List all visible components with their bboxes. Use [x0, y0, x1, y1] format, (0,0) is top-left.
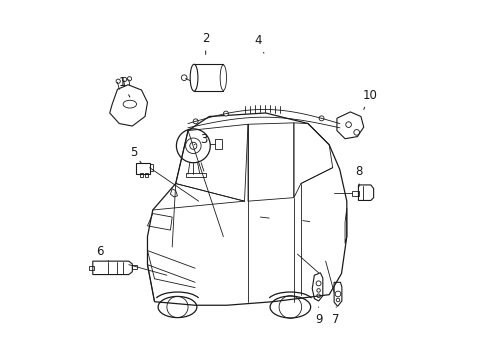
Ellipse shape: [220, 65, 226, 90]
Text: 3: 3: [194, 133, 207, 146]
Bar: [88, 266, 93, 270]
Text: 1: 1: [119, 76, 130, 97]
Bar: [140, 173, 143, 177]
Bar: [144, 173, 148, 177]
Bar: [136, 163, 149, 174]
Bar: [215, 139, 221, 149]
Text: 7: 7: [332, 307, 339, 326]
Ellipse shape: [190, 64, 198, 91]
Text: 9: 9: [314, 307, 322, 326]
Circle shape: [223, 111, 228, 116]
Text: 6: 6: [96, 245, 108, 261]
Text: 8: 8: [355, 165, 362, 186]
Circle shape: [319, 116, 324, 121]
Text: 2: 2: [202, 32, 209, 54]
Bar: [132, 265, 136, 269]
Bar: [352, 190, 358, 195]
Text: 5: 5: [129, 146, 141, 163]
Circle shape: [193, 119, 198, 124]
Text: 10: 10: [362, 89, 376, 109]
Bar: [149, 164, 153, 171]
Bar: [186, 172, 205, 177]
Text: 4: 4: [254, 34, 264, 53]
